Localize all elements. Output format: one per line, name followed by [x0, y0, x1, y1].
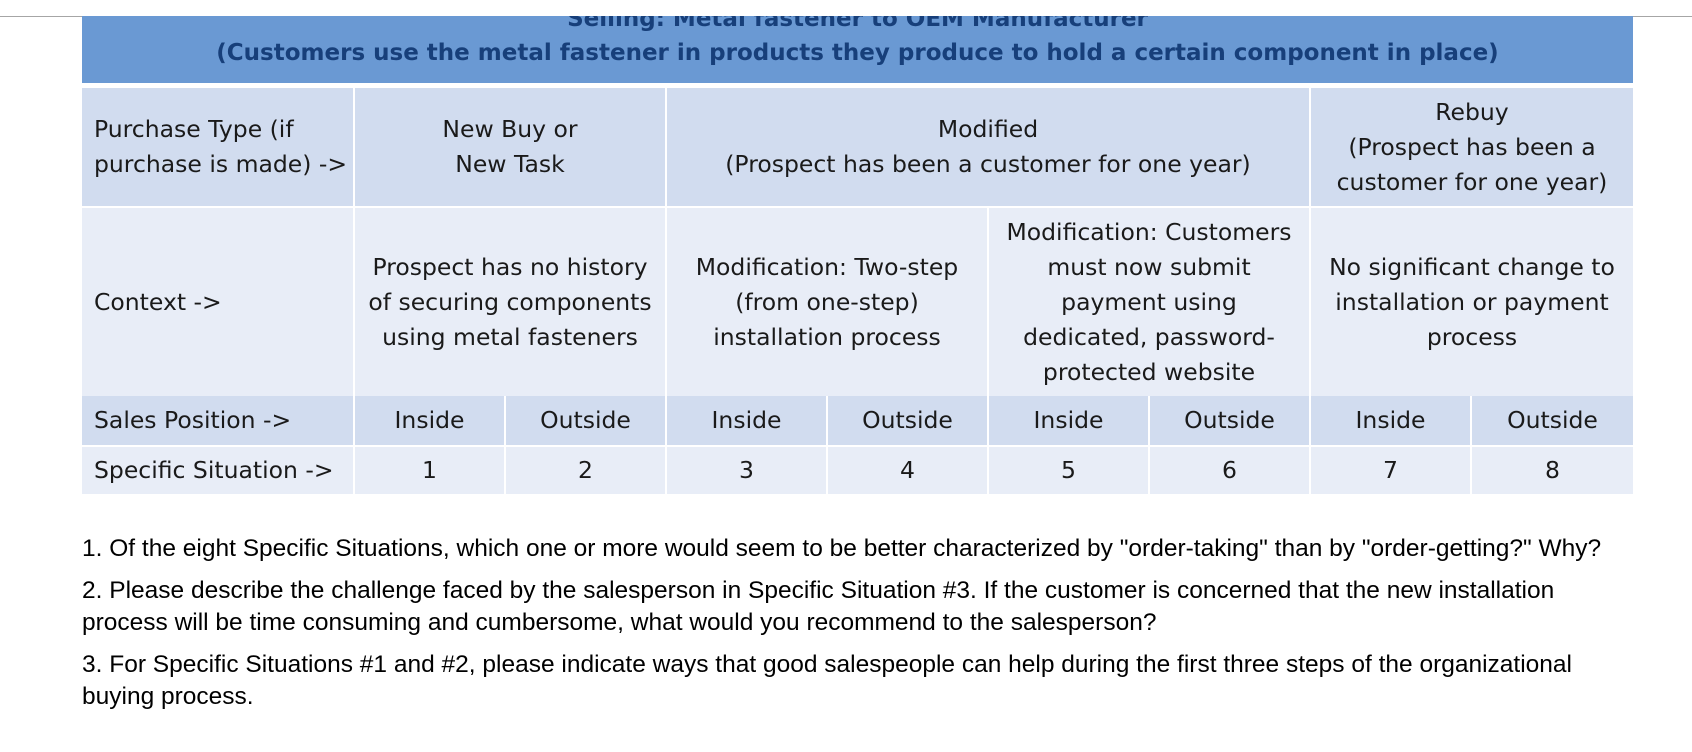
purchase-type-modified: Modified (Prospect has been a customer f… — [666, 85, 1311, 207]
sales-position-cell: Inside — [354, 396, 506, 446]
sales-position-cell: Outside — [827, 396, 989, 446]
sales-position-cell: Inside — [666, 396, 828, 446]
sales-position-row: Sales Position -> Inside Outside Inside … — [82, 396, 1633, 446]
selling-case-table: Selling: Metal fastener to OEM Manufactu… — [82, 16, 1633, 494]
specific-situation-cell: 1 — [354, 446, 506, 494]
specific-situation-cell: 4 — [827, 446, 989, 494]
context-modified-installation: Modification: Two-step (from one-step) i… — [666, 207, 989, 396]
sales-position-cell: Inside — [1310, 396, 1472, 446]
specific-situation-cell: 6 — [1149, 446, 1311, 494]
context-label: Context -> — [82, 207, 355, 396]
title-line-2: (Customers use the metal fastener in pro… — [216, 40, 1499, 66]
discussion-questions: 1. Of the eight Specific Situations, whi… — [82, 533, 1622, 723]
purchase-type-rebuy: Rebuy (Prospect has been a customer for … — [1310, 85, 1633, 207]
sales-position-cell: Inside — [988, 396, 1150, 446]
specific-situation-row: Specific Situation -> 1 2 3 4 5 6 7 8 — [82, 446, 1633, 494]
sales-position-cell: Outside — [1471, 396, 1633, 446]
question-3: 3. For Specific Situations #1 and #2, pl… — [82, 651, 1572, 710]
table-title: Selling: Metal fastener to OEM Manufactu… — [82, 16, 1633, 88]
specific-situation-cell: 8 — [1471, 446, 1633, 494]
question-1: 1. Of the eight Specific Situations, whi… — [82, 535, 1602, 562]
context-row: Context -> Prospect has no history of se… — [82, 207, 1633, 396]
specific-situation-cell: 5 — [988, 446, 1150, 494]
sales-position-cell: Outside — [1149, 396, 1311, 446]
specific-situation-cell: 2 — [505, 446, 667, 494]
purchase-type-row: Purchase Type (if purchase is made) -> N… — [82, 85, 1633, 207]
purchase-type-new-buy: New Buy or New Task — [354, 85, 667, 207]
specific-situation-label: Specific Situation -> — [82, 446, 355, 494]
title-line-1: Selling: Metal fastener to OEM Manufactu… — [567, 16, 1148, 32]
question-2: 2. Please describe the challenge faced b… — [82, 577, 1555, 636]
sales-position-label: Sales Position -> — [82, 396, 355, 446]
context-rebuy: No significant change to installation or… — [1310, 207, 1633, 396]
specific-situation-cell: 7 — [1310, 446, 1472, 494]
sales-position-cell: Outside — [505, 396, 667, 446]
purchase-type-label: Purchase Type (if purchase is made) -> — [82, 85, 355, 207]
specific-situation-cell: 3 — [666, 446, 828, 494]
context-modified-payment: Modification: Customers must now submit … — [988, 207, 1311, 396]
window-top-border — [0, 0, 1692, 17]
context-new-buy: Prospect has no history of securing comp… — [354, 207, 667, 396]
